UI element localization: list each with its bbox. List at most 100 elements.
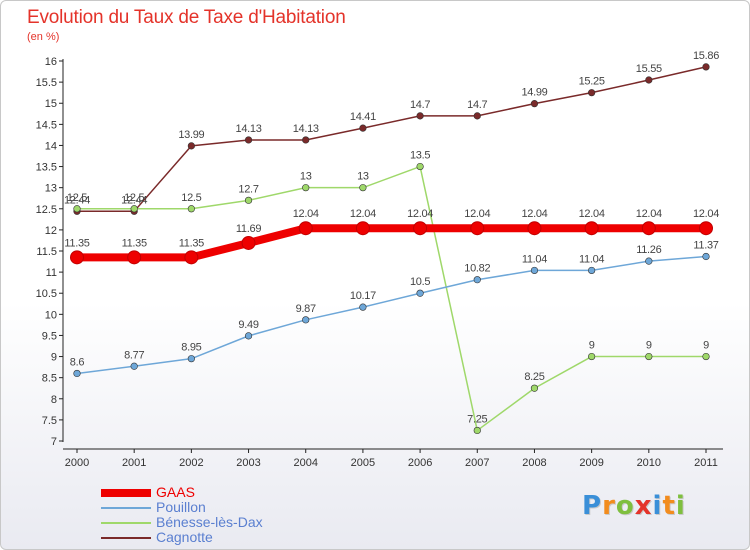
data-label: 13 xyxy=(357,171,369,183)
x-tick-label: 2009 xyxy=(579,457,603,469)
data-label: 11.35 xyxy=(179,237,204,249)
x-tick-label: 2001 xyxy=(122,457,146,469)
data-point xyxy=(588,89,596,97)
data-point xyxy=(645,257,653,265)
data-point xyxy=(359,184,367,192)
logo-letter: i xyxy=(652,491,663,521)
data-label: 12.04 xyxy=(636,208,662,220)
data-label: 12.44 xyxy=(121,194,147,206)
data-label: 12.04 xyxy=(464,208,490,220)
x-tick-label: 2000 xyxy=(65,457,89,469)
data-point xyxy=(127,250,142,265)
data-point xyxy=(130,362,138,370)
data-label: 15.55 xyxy=(636,63,662,75)
legend-label: Pouillon xyxy=(156,499,206,515)
data-point xyxy=(359,303,367,311)
data-label: 12.04 xyxy=(407,208,433,220)
data-point xyxy=(70,250,84,265)
data-label: 9.49 xyxy=(238,319,258,331)
data-label: 12.5 xyxy=(67,192,87,204)
data-label: 7.25 xyxy=(467,413,487,425)
x-tick-label: 2006 xyxy=(408,457,432,469)
data-point xyxy=(702,63,710,71)
data-label: 12.7 xyxy=(238,183,258,195)
data-point xyxy=(584,221,599,236)
data-point xyxy=(527,221,542,236)
y-tick-label: 15.5 xyxy=(36,77,57,89)
y-tick-label: 8.5 xyxy=(42,373,57,385)
x-tick-label: 2008 xyxy=(522,457,546,469)
data-label: 9 xyxy=(703,340,709,352)
data-point xyxy=(73,369,81,378)
data-point xyxy=(470,221,485,236)
data-label: 9.87 xyxy=(296,303,316,315)
data-label: 13.5 xyxy=(410,150,430,162)
y-tick-label: 9.5 xyxy=(42,330,57,342)
y-tick-label: 14 xyxy=(45,140,57,152)
data-label: 14.99 xyxy=(521,87,547,99)
data-label: 13.99 xyxy=(178,129,204,141)
chart-title: Evolution du Taux de Taxe d'Habitation xyxy=(27,7,346,28)
logo-letter: i xyxy=(675,491,686,521)
x-tick-label: 2007 xyxy=(465,457,489,469)
data-label: 11.69 xyxy=(236,223,261,235)
data-label: 8.77 xyxy=(124,349,144,361)
y-tick-label: 13.5 xyxy=(36,162,57,174)
data-point xyxy=(184,250,199,265)
logo-letter: P xyxy=(582,491,603,521)
legend-label: Cagnotte xyxy=(156,529,213,545)
data-point xyxy=(302,136,310,144)
data-label: 14.41 xyxy=(350,111,376,123)
data-point xyxy=(530,384,539,392)
data-point xyxy=(302,316,310,324)
logo-letter: t xyxy=(662,491,676,521)
data-point xyxy=(244,136,253,144)
data-point xyxy=(244,196,253,204)
x-tick-label: 2010 xyxy=(637,457,661,469)
data-point xyxy=(355,221,370,236)
data-point xyxy=(298,221,313,236)
legend-swatch xyxy=(101,489,151,497)
data-point xyxy=(699,221,713,236)
data-label: 11.26 xyxy=(636,244,661,256)
data-label: 12.04 xyxy=(350,208,376,220)
data-label: 11.04 xyxy=(579,253,604,265)
proxiti-logo: Proxiti xyxy=(582,491,686,521)
data-point xyxy=(473,112,481,120)
y-tick-label: 13 xyxy=(45,183,57,195)
y-tick-label: 14.5 xyxy=(36,119,57,131)
data-label: 14.13 xyxy=(293,123,319,135)
data-label: 15.25 xyxy=(579,76,605,88)
data-point xyxy=(73,205,81,213)
y-tick-label: 7.5 xyxy=(42,415,57,427)
data-label: 14.7 xyxy=(410,99,430,111)
data-label: 10.82 xyxy=(464,263,490,275)
chart-unit: (en %) xyxy=(27,31,60,43)
data-point xyxy=(130,205,138,213)
data-label: 8.25 xyxy=(524,371,544,383)
data-label: 10.5 xyxy=(410,276,430,288)
data-point xyxy=(530,100,539,108)
data-point xyxy=(702,252,710,261)
data-label: 8.6 xyxy=(70,356,85,368)
data-label: 12.5 xyxy=(124,192,144,204)
data-point xyxy=(641,221,656,236)
data-label: 12.5 xyxy=(181,192,201,204)
logo-letter: o xyxy=(615,491,635,521)
data-label: 12.04 xyxy=(293,208,319,220)
y-tick-label: 8 xyxy=(51,394,57,406)
y-tick-label: 11.5 xyxy=(36,246,57,258)
data-label: 12.04 xyxy=(579,208,605,220)
legend-swatch xyxy=(101,507,151,509)
legend-label: GAAS xyxy=(156,484,195,500)
data-point xyxy=(244,332,253,340)
data-point xyxy=(187,355,195,363)
data-point xyxy=(645,352,653,361)
data-point xyxy=(187,205,195,213)
data-label: 10.17 xyxy=(350,290,376,302)
data-label: 15.86 xyxy=(693,50,719,62)
x-tick-label: 2005 xyxy=(351,457,375,469)
data-point xyxy=(530,266,539,275)
data-point xyxy=(302,184,310,192)
logo-letter: x xyxy=(634,491,653,521)
